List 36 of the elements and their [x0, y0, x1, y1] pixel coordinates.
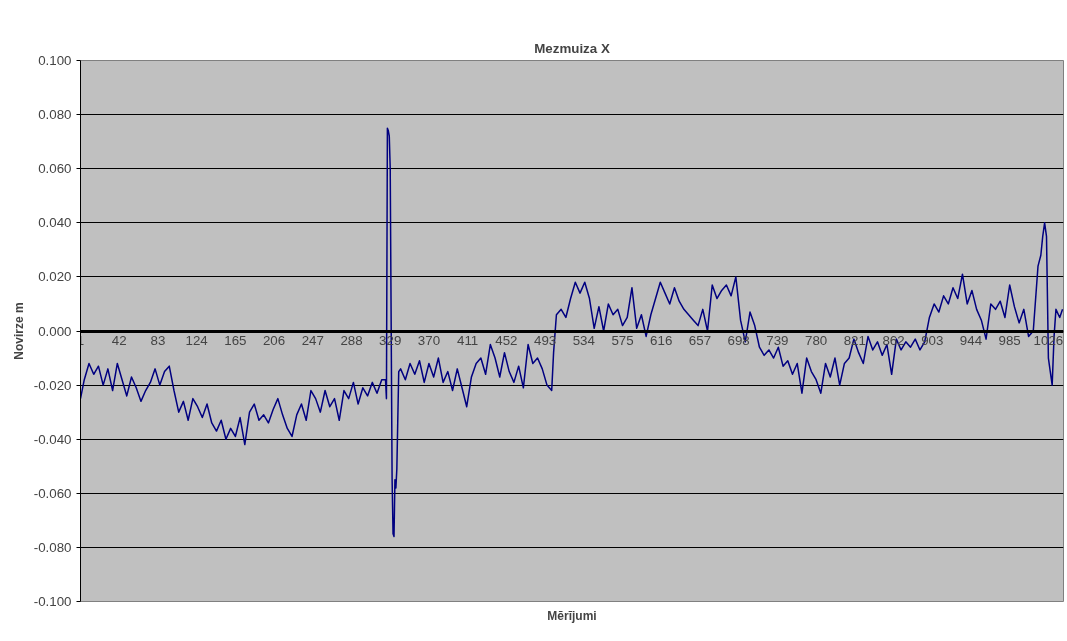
y-axis-title: Novirze m [11, 302, 26, 360]
x-tick-label: 739 [766, 333, 789, 348]
x-tick-label: 206 [262, 333, 286, 348]
x-tick-label: 247 [301, 333, 324, 348]
y-tick-label: 0.080 [38, 107, 72, 123]
x-tick-label: 780 [804, 333, 828, 348]
y-tick-label: 0.060 [38, 161, 72, 177]
y-tick-label: 0.100 [38, 53, 72, 68]
y-tick-label: -0.060 [33, 485, 72, 501]
x-axis-title: Mērījumi [547, 608, 597, 623]
x-tick-label: 657 [688, 333, 712, 348]
y-tick-label: 0.020 [38, 269, 72, 285]
x-tick-label: 411 [457, 333, 479, 348]
x-tick-label: 575 [611, 333, 634, 348]
y-tick-label: 0.000 [38, 323, 72, 339]
chart-title: Mezmuiza X [534, 40, 610, 56]
x-tick-label: 821 [843, 333, 866, 348]
x-tick-label: 534 [572, 333, 596, 348]
y-tick-label: -0.080 [33, 539, 72, 555]
y-tick-label: -0.020 [33, 377, 72, 393]
x-tick-label: 944 [959, 333, 983, 348]
x-tick-label: 862 [882, 333, 905, 348]
x-tick-label: 288 [340, 333, 363, 348]
y-tick-label: -0.100 [33, 594, 72, 609]
y-tick-label: 0.040 [38, 215, 72, 231]
x-tick-label: 452 [495, 333, 518, 348]
x-tick-label: 616 [650, 333, 673, 348]
y-tick-label: -0.040 [33, 431, 72, 447]
x-tick-label: 165 [224, 333, 247, 348]
x-tick-label: 124 [185, 333, 209, 348]
x-tick-label: 370 [417, 333, 441, 348]
x-tick-label: 83 [150, 333, 166, 348]
x-tick-label: 985 [998, 333, 1021, 348]
x-tick-label: 42 [111, 333, 127, 348]
x-tick-label: 698 [727, 333, 750, 348]
line-series [80, 127, 1064, 538]
